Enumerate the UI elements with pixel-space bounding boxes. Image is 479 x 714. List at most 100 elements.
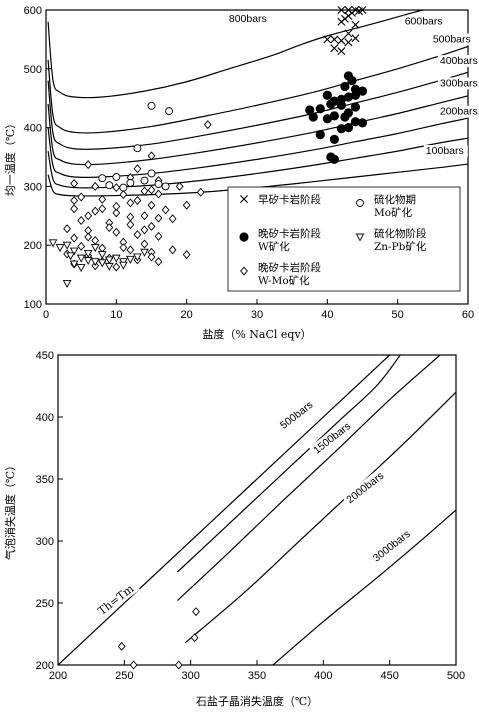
data-point [112, 208, 121, 218]
y-tick-label: 300 [24, 181, 42, 193]
y-tick-label: 350 [36, 474, 54, 486]
data-point [112, 173, 121, 181]
isobar-line [47, 117, 468, 179]
data-point [337, 17, 346, 26]
series-label-bg [308, 414, 360, 458]
data-point [154, 213, 163, 223]
series-label: 3000bars [371, 528, 413, 564]
series-label-group: 500bars [275, 389, 327, 433]
data-point [168, 214, 177, 224]
data-point [351, 20, 360, 29]
series-label-bg [94, 579, 140, 619]
y-tick-label: 450 [36, 350, 54, 362]
plot-frame [57, 354, 457, 666]
isobar-label-bg [437, 55, 479, 68]
data-point [168, 245, 177, 255]
isobar-label: 100bars [426, 145, 464, 157]
series-label-group: 3000bars [368, 522, 420, 566]
data-point [133, 230, 142, 240]
x-axis-label: 石盐子晶消失温度（℃） [196, 694, 318, 708]
data-point [330, 35, 339, 44]
data-point [351, 34, 360, 43]
data-point [126, 255, 135, 264]
data-point [91, 181, 100, 191]
isobar-line [47, 137, 468, 189]
data-point [344, 38, 353, 47]
data-point [140, 211, 149, 221]
data-point [190, 633, 199, 643]
data-point [119, 183, 128, 192]
x-tick-label: 60 [462, 309, 474, 321]
data-point [70, 178, 79, 188]
series-line [176, 355, 441, 601]
isobar-label: 600bars [405, 16, 443, 28]
data-point [323, 35, 332, 44]
data-point [154, 231, 163, 241]
data-point [104, 256, 114, 265]
data-point [322, 114, 332, 124]
series-label: 500bars [278, 399, 315, 432]
data-point [84, 211, 93, 221]
isobar-line [47, 45, 468, 134]
series-label-bg [275, 389, 327, 433]
x-tick-label: 200 [49, 670, 67, 682]
data-point [337, 36, 346, 45]
data-point [77, 216, 86, 225]
x-tick-label: 20 [181, 309, 193, 321]
data-point [98, 243, 107, 253]
data-point [161, 205, 170, 215]
data-point [175, 181, 184, 191]
data-point [329, 111, 339, 121]
legend-label-line2: W矿化 [258, 240, 290, 253]
data-point [196, 187, 205, 197]
legend-label-line2: Zn-Pb矿化 [374, 240, 427, 253]
data-point [119, 261, 128, 270]
data-point [98, 204, 107, 214]
data-point [84, 232, 93, 242]
data-point [343, 92, 354, 102]
data-point [98, 174, 107, 183]
data-point [147, 252, 156, 262]
data-point [91, 206, 100, 216]
data-point [97, 259, 107, 268]
data-point [140, 239, 149, 249]
isobar-label-bg [226, 12, 271, 25]
data-point [76, 254, 86, 263]
y-axis-label: 均一温度（℃） [3, 118, 17, 196]
data-point [76, 264, 86, 273]
data-point [161, 182, 170, 191]
data-point [140, 248, 149, 257]
data-point [147, 200, 156, 210]
data-point [69, 260, 79, 269]
data-point [48, 239, 58, 248]
data-point [350, 117, 361, 127]
data-point [112, 227, 121, 237]
data-point [354, 7, 363, 16]
data-point [174, 660, 183, 670]
data-point [182, 250, 191, 260]
data-point [70, 196, 79, 205]
data-point [350, 90, 361, 100]
x-tick-label: 300 [181, 670, 199, 682]
data-point [91, 236, 100, 245]
data-point [340, 81, 350, 92]
isobar-label-bg [402, 15, 447, 28]
data-point [77, 192, 86, 202]
data-point [77, 241, 86, 251]
x-tick-label: 250 [115, 670, 133, 682]
data-point [350, 102, 361, 112]
legend-marker [240, 195, 248, 203]
data-point [105, 223, 114, 233]
data-point [133, 164, 142, 174]
isobar-label: 400bars [440, 55, 478, 67]
data-point [133, 253, 142, 262]
data-point [62, 279, 72, 288]
isobar-line [47, 10, 426, 99]
data-point [140, 176, 149, 185]
data-point [344, 29, 353, 38]
legend-frame [227, 186, 461, 292]
data-point [165, 107, 174, 116]
data-point [203, 120, 212, 130]
